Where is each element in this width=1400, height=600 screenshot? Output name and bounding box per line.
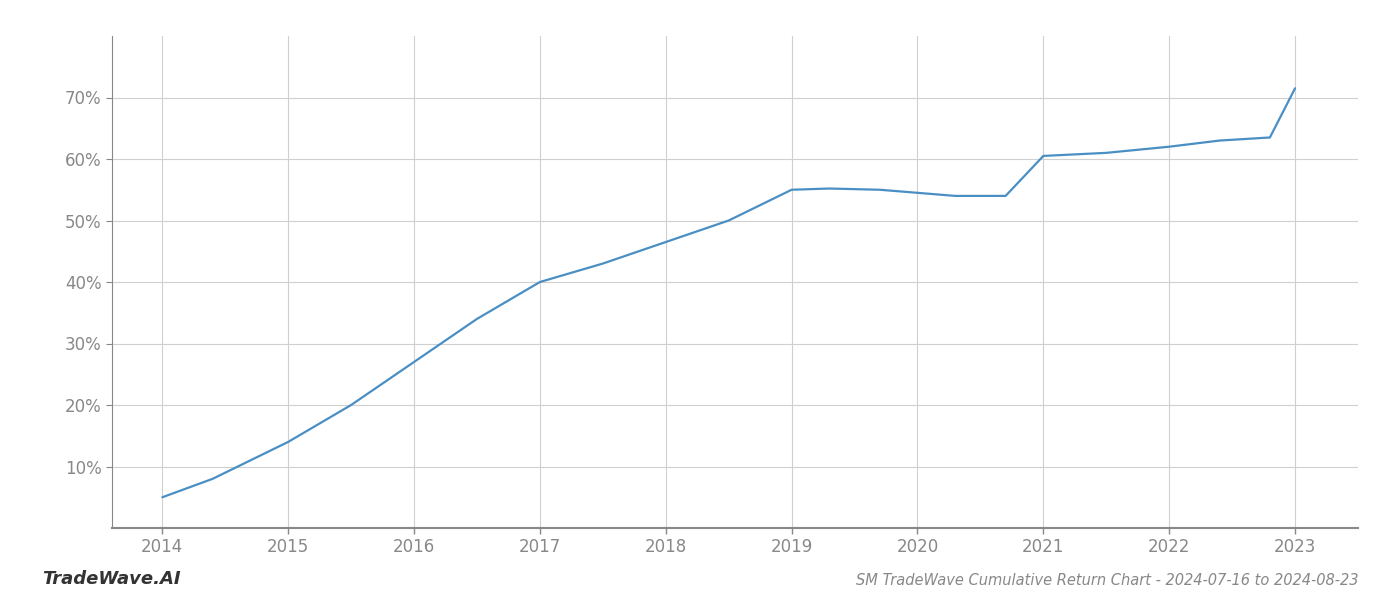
Text: TradeWave.AI: TradeWave.AI (42, 570, 181, 588)
Text: SM TradeWave Cumulative Return Chart - 2024-07-16 to 2024-08-23: SM TradeWave Cumulative Return Chart - 2… (855, 573, 1358, 588)
